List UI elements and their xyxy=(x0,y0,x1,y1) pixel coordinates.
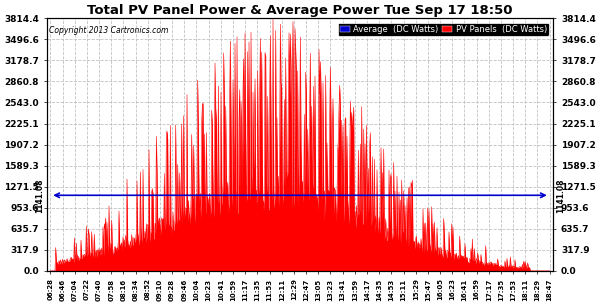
Title: Total PV Panel Power & Average Power Tue Sep 17 18:50: Total PV Panel Power & Average Power Tue… xyxy=(87,4,513,17)
Text: 1141.08: 1141.08 xyxy=(556,178,565,213)
Text: 1141.08: 1141.08 xyxy=(35,178,44,213)
Legend: Average  (DC Watts), PV Panels  (DC Watts): Average (DC Watts), PV Panels (DC Watts) xyxy=(338,23,549,36)
Text: Copyright 2013 Cartronics.com: Copyright 2013 Cartronics.com xyxy=(49,26,169,35)
